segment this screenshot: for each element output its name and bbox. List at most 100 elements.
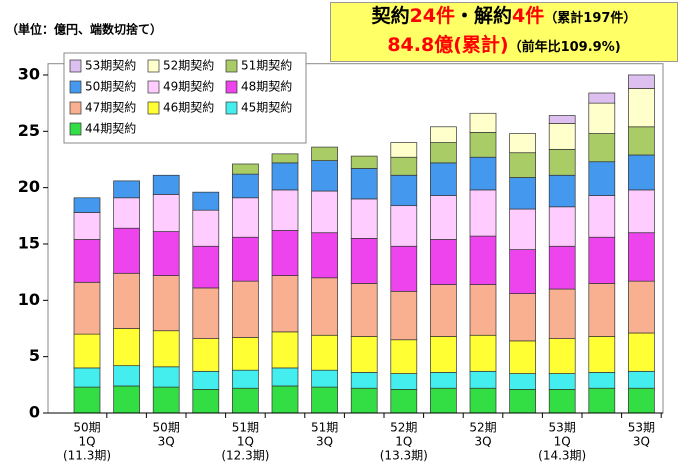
bar-segment <box>509 373 536 390</box>
bar-segment <box>73 333 101 369</box>
legend-swatch <box>69 80 82 94</box>
x-tick-label: 51期 <box>311 421 338 435</box>
bar-segment <box>152 275 180 332</box>
bar-segment <box>588 336 616 373</box>
bar-segment <box>113 328 140 367</box>
bar-segment <box>311 232 338 279</box>
legend-label: 46期契約 <box>163 100 214 115</box>
x-tick-label: (11.3期) <box>63 449 111 463</box>
bar-segment <box>588 283 616 337</box>
bar-segment <box>390 142 418 158</box>
bar-segment <box>350 238 378 284</box>
bar-segment <box>152 366 180 388</box>
bar-segment <box>548 388 576 414</box>
bar-segment <box>73 197 101 213</box>
x-tick-label: 53期 <box>628 421 655 435</box>
legend-box <box>63 52 307 144</box>
x-tick-label: 3Q <box>474 435 491 449</box>
bar-segment <box>430 162 457 196</box>
headline-text: 24件 <box>409 5 456 27</box>
legend-swatch <box>69 122 82 136</box>
bar-segment <box>350 336 378 373</box>
bar-segment <box>509 388 536 414</box>
bar-segment <box>192 191 220 211</box>
bar-segment <box>350 372 378 389</box>
bar-segment <box>271 385 299 414</box>
bar-segment <box>509 340 536 374</box>
bar-segment <box>509 208 536 250</box>
bar-segment <box>311 369 338 388</box>
bar-segment <box>232 197 259 238</box>
bar-segment <box>548 245 576 290</box>
bar-segment <box>588 161 616 196</box>
bar-segment <box>73 386 101 414</box>
bar-segment <box>469 284 497 336</box>
x-tick-label: 1Q <box>78 435 95 449</box>
bar-segment <box>390 245 418 292</box>
bar-segment <box>192 245 220 289</box>
x-tick-label: 50期 <box>153 421 180 435</box>
bar-segment <box>232 369 259 389</box>
bar-segment <box>73 212 101 240</box>
bar-segment <box>390 373 418 390</box>
bar-segment <box>548 115 576 124</box>
bar-segment <box>548 288 576 339</box>
x-tick-label: (14.3期) <box>538 449 586 463</box>
bar-segment <box>469 112 497 133</box>
legend-swatch <box>69 59 82 73</box>
legend-label: 50期契約 <box>85 79 136 94</box>
headline-text: 4件 <box>512 5 545 27</box>
bar-segment <box>350 387 378 414</box>
bar-segment <box>192 209 220 247</box>
y-tick-label: 30 <box>18 64 40 83</box>
y-tick-label: 15 <box>18 233 40 252</box>
x-tick-label: 51期 <box>232 421 259 435</box>
headline-text: （前年比109.9%) <box>508 40 621 55</box>
bar-segment <box>430 284 457 337</box>
x-tick-label: 1Q <box>237 435 254 449</box>
legend-swatch <box>147 59 160 73</box>
bar-segment <box>152 231 180 276</box>
bar-segment <box>548 123 576 150</box>
bar-segment <box>152 174 180 195</box>
x-tick-label: 3Q <box>316 435 333 449</box>
bar-segment <box>271 153 299 164</box>
headline-line: 84.8億(累計)（前年比109.9%) <box>331 32 677 61</box>
bar-segment <box>548 373 576 390</box>
y-tick-label: 20 <box>18 177 40 196</box>
bar-segment <box>430 372 457 389</box>
bar-segment <box>430 239 457 285</box>
bar-segment <box>509 177 536 210</box>
legend-swatch <box>147 80 160 94</box>
bar-segment <box>271 189 299 231</box>
bar-segment <box>350 198 378 239</box>
x-tick-label: 3Q <box>633 435 650 449</box>
legend-label: 52期契約 <box>163 58 214 73</box>
bar-segment <box>430 336 457 373</box>
bar-segment <box>628 126 655 156</box>
x-tick-label: 1Q <box>395 435 412 449</box>
bar-segment <box>469 387 497 414</box>
bar-segment <box>390 388 418 414</box>
headline-text: （累計197件） <box>544 11 637 26</box>
bar-segment <box>311 277 338 336</box>
bar-segment <box>113 227 140 274</box>
legend-label: 44期契約 <box>85 121 136 136</box>
bar-segment <box>152 194 180 232</box>
bar-segment <box>390 174 418 207</box>
bar-segment <box>113 272 140 329</box>
y-tick-label: 25 <box>18 121 40 140</box>
bar-segment <box>350 283 378 337</box>
x-tick-label: 52期 <box>390 421 417 435</box>
legend-label: 45期契約 <box>241 100 292 115</box>
legend-label: 53期契約 <box>85 58 136 73</box>
legend-swatch <box>225 80 238 94</box>
bar-segment <box>628 332 655 372</box>
bar-segment <box>232 337 259 371</box>
bar-segment <box>548 174 576 208</box>
bar-segment <box>311 386 338 414</box>
bar-segment <box>469 235 497 285</box>
y-tick-label: 5 <box>29 346 40 365</box>
bar-segment <box>271 331 299 369</box>
